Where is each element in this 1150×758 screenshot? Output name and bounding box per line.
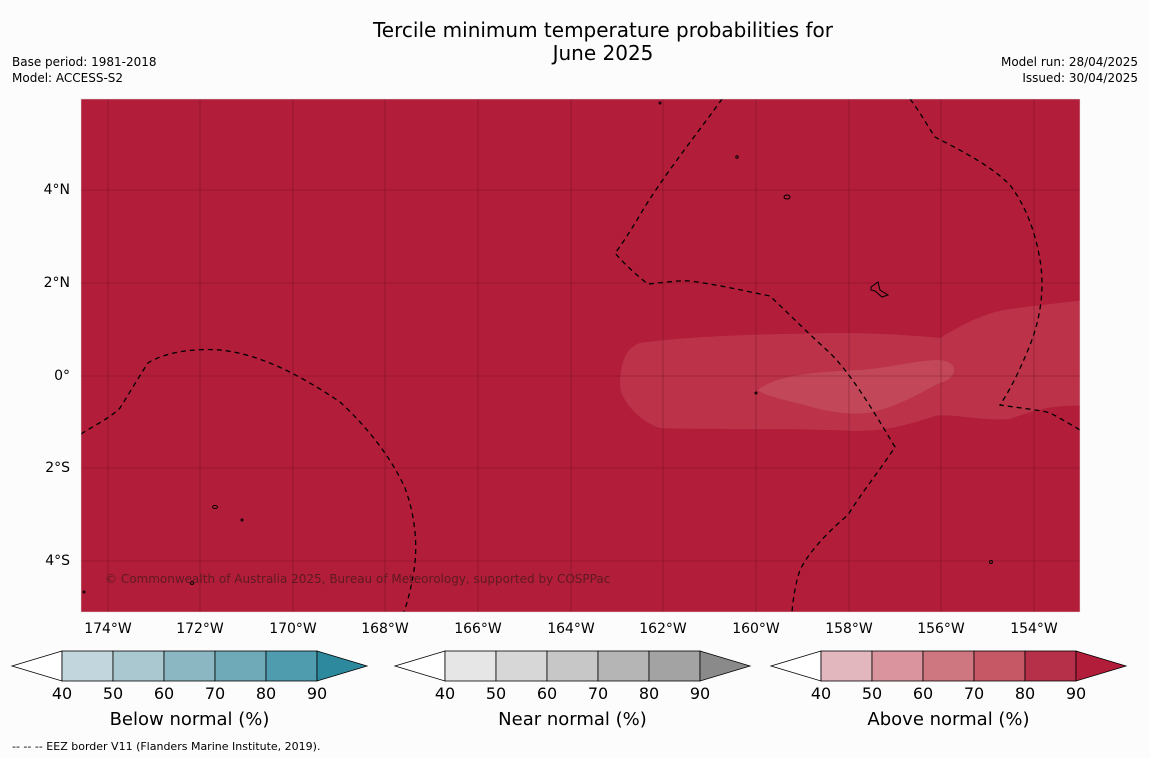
near-normal-colorbar-segment	[546, 650, 599, 682]
near-normal-colorbar-segment	[597, 650, 650, 682]
eez-border-east	[909, 99, 1080, 431]
lon-label-172w: 172°W	[176, 621, 224, 637]
above-normal-colorbar-tick: 40	[810, 684, 832, 703]
above-normal-colorbar-tick: 90	[1065, 684, 1087, 703]
lat-label-4s: 4°S	[45, 553, 70, 569]
below-normal-colorbar-segment	[112, 650, 165, 682]
below-normal-colorbar-tick: 90	[306, 684, 328, 703]
base-period: Base period: 1981-2018	[12, 55, 157, 69]
above-normal-colorbar-segment	[973, 650, 1026, 682]
lat-label-2n: 2°N	[43, 275, 70, 291]
eez-footnote: -- -- -- EEZ border V11 (Flanders Marine…	[12, 740, 321, 753]
below-normal-colorbar-tick: 80	[255, 684, 277, 703]
island-5	[735, 155, 739, 159]
model-run-date: Model run: 28/04/2025	[1000, 55, 1138, 69]
below-normal-colorbar-segment	[265, 650, 318, 682]
lat-label-equator: 0°	[54, 368, 70, 384]
lat-label-2s: 2°S	[45, 460, 70, 476]
above-normal-60-70-region	[758, 360, 955, 414]
lon-label-164w: 164°W	[547, 621, 595, 637]
lon-label-168w: 168°W	[361, 621, 409, 637]
above-normal-colorbar-tick: 60	[912, 684, 934, 703]
island-7	[989, 560, 993, 564]
above-normal-colorbar-tick: 70	[963, 684, 985, 703]
near-normal-colorbar-tick: 90	[689, 684, 711, 703]
island-8	[240, 518, 244, 522]
eez-border-west	[81, 348, 417, 612]
lon-label-174w: 174°W	[84, 621, 132, 637]
below-normal-colorbar-segment	[163, 650, 216, 682]
below-normal-colorbar-segment	[214, 650, 267, 682]
lon-label-162w: 162°W	[639, 621, 687, 637]
meta-right: Model run: 28/04/2025 Issued: 30/04/2025	[1001, 54, 1138, 86]
below-normal-colorbar-under-arrow	[10, 650, 63, 682]
below-normal-colorbar-tick: 40	[51, 684, 73, 703]
island-1	[783, 194, 791, 200]
above-normal-colorbar-segment	[1024, 650, 1077, 682]
below-normal-colorbar-tick: 70	[204, 684, 226, 703]
near-normal-colorbar-label: Near normal (%)	[498, 709, 647, 730]
above-normal-70-80-region	[620, 300, 1080, 431]
above-normal-colorbar-segment	[820, 650, 873, 682]
near-normal-colorbar-segment	[495, 650, 548, 682]
below-normal-colorbar-tick: 50	[102, 684, 124, 703]
near-normal-colorbar-tick: 40	[434, 684, 456, 703]
island-10	[754, 391, 758, 395]
near-normal-colorbar-segment	[444, 650, 497, 682]
map-title-line2: June 2025	[552, 41, 654, 65]
above-normal-colorbar-label: Above normal (%)	[867, 709, 1030, 730]
lon-label-154w: 154°W	[1010, 621, 1058, 637]
above-normal-colorbar-segment	[871, 650, 924, 682]
lon-label-156w: 156°W	[917, 621, 965, 637]
below-normal-colorbar-over-arrow	[316, 650, 369, 682]
near-normal-colorbar-tick: 50	[485, 684, 507, 703]
above-normal-colorbar-tick: 50	[861, 684, 883, 703]
lon-label-158w: 158°W	[825, 621, 873, 637]
islands	[82, 101, 993, 594]
lon-label-166w: 166°W	[454, 621, 502, 637]
lon-label-160w: 160°W	[732, 621, 780, 637]
near-normal-colorbar-segment	[648, 650, 701, 682]
island-9	[82, 590, 86, 594]
eez-border-central	[614, 99, 896, 612]
above-normal-colorbar-over-arrow	[1075, 650, 1128, 682]
model-name: Model: ACCESS-S2	[12, 71, 124, 85]
lon-label-170w: 170°W	[269, 621, 317, 637]
lat-label-4n: 4°N	[43, 182, 70, 198]
near-normal-colorbar-tick: 70	[587, 684, 609, 703]
above-normal-colorbar-tick: 80	[1014, 684, 1036, 703]
colorbars	[10, 650, 1128, 682]
island-3	[212, 505, 218, 509]
near-normal-colorbar-under-arrow	[393, 650, 446, 682]
near-normal-colorbar-tick: 80	[638, 684, 660, 703]
below-normal-colorbar-tick: 60	[153, 684, 175, 703]
below-normal-colorbar-segment	[61, 650, 114, 682]
island-6	[658, 101, 662, 105]
meta-left: Base period: 1981-2018 Model: ACCESS-S2	[12, 54, 157, 86]
island-4	[190, 581, 194, 585]
graticule	[81, 99, 1080, 612]
issued-date: Issued: 30/04/2025	[1022, 71, 1138, 85]
near-normal-colorbar-tick: 60	[536, 684, 558, 703]
copyright-notice: © Commonwealth of Australia 2025, Bureau…	[105, 572, 611, 586]
island-2	[870, 281, 890, 298]
near-normal-colorbar-over-arrow	[699, 650, 752, 682]
below-normal-colorbar-label: Below normal (%)	[109, 709, 270, 730]
eez-borders	[81, 99, 1080, 612]
above-normal-colorbar-segment	[922, 650, 975, 682]
above-normal-colorbar-under-arrow	[769, 650, 822, 682]
map-frame	[80, 98, 1081, 613]
map-title-line1: Tercile minimum temperature probabilitie…	[372, 18, 834, 42]
